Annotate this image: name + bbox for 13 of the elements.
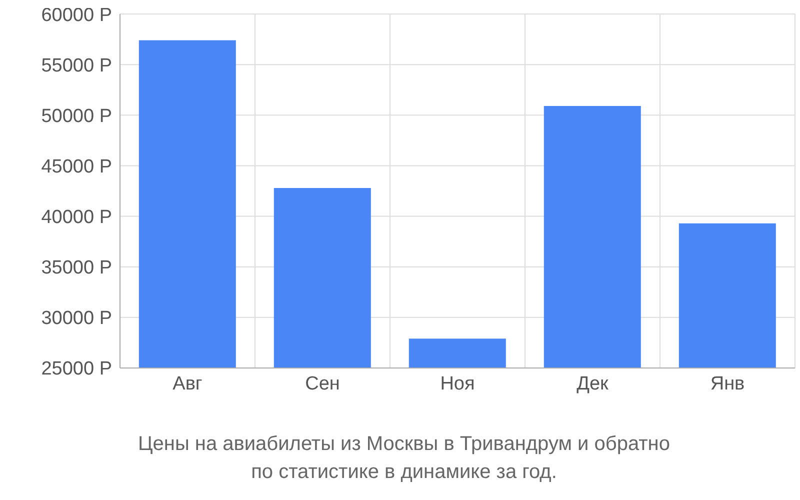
x-tick-label: Ноя [440,373,475,394]
y-tick-label: 30000 Р [41,308,112,330]
text: Цены на авиабилеты из Москвы в Тривандрум и обратно по статистике в динамике за год. [137,432,671,485]
y-tick-label: 25000 Р [41,358,112,380]
x-tick-label: Сен [305,373,340,394]
x-tick-label: Янв [710,373,745,394]
y-tick-label: 55000 Р [41,55,112,76]
y-tick-label: 45000 Р [41,156,112,178]
y-tick-label: 40000 Р [41,207,112,228]
x-tick-label: Дек [576,373,610,394]
x-tick-label: Авг [172,373,202,394]
y-tick-label: 35000 Р [41,258,112,279]
y-tick-label: 50000 Р [41,106,112,127]
